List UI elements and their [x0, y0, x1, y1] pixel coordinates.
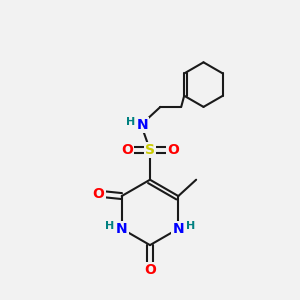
- Text: H: H: [105, 221, 114, 231]
- Text: O: O: [167, 143, 179, 157]
- Text: O: O: [144, 263, 156, 278]
- Text: S: S: [145, 143, 155, 157]
- Text: O: O: [121, 143, 133, 157]
- Text: N: N: [116, 222, 127, 236]
- Text: N: N: [172, 222, 184, 236]
- Text: H: H: [126, 117, 135, 127]
- Text: H: H: [186, 221, 195, 231]
- Text: O: O: [93, 187, 104, 201]
- Text: N: N: [137, 118, 148, 132]
